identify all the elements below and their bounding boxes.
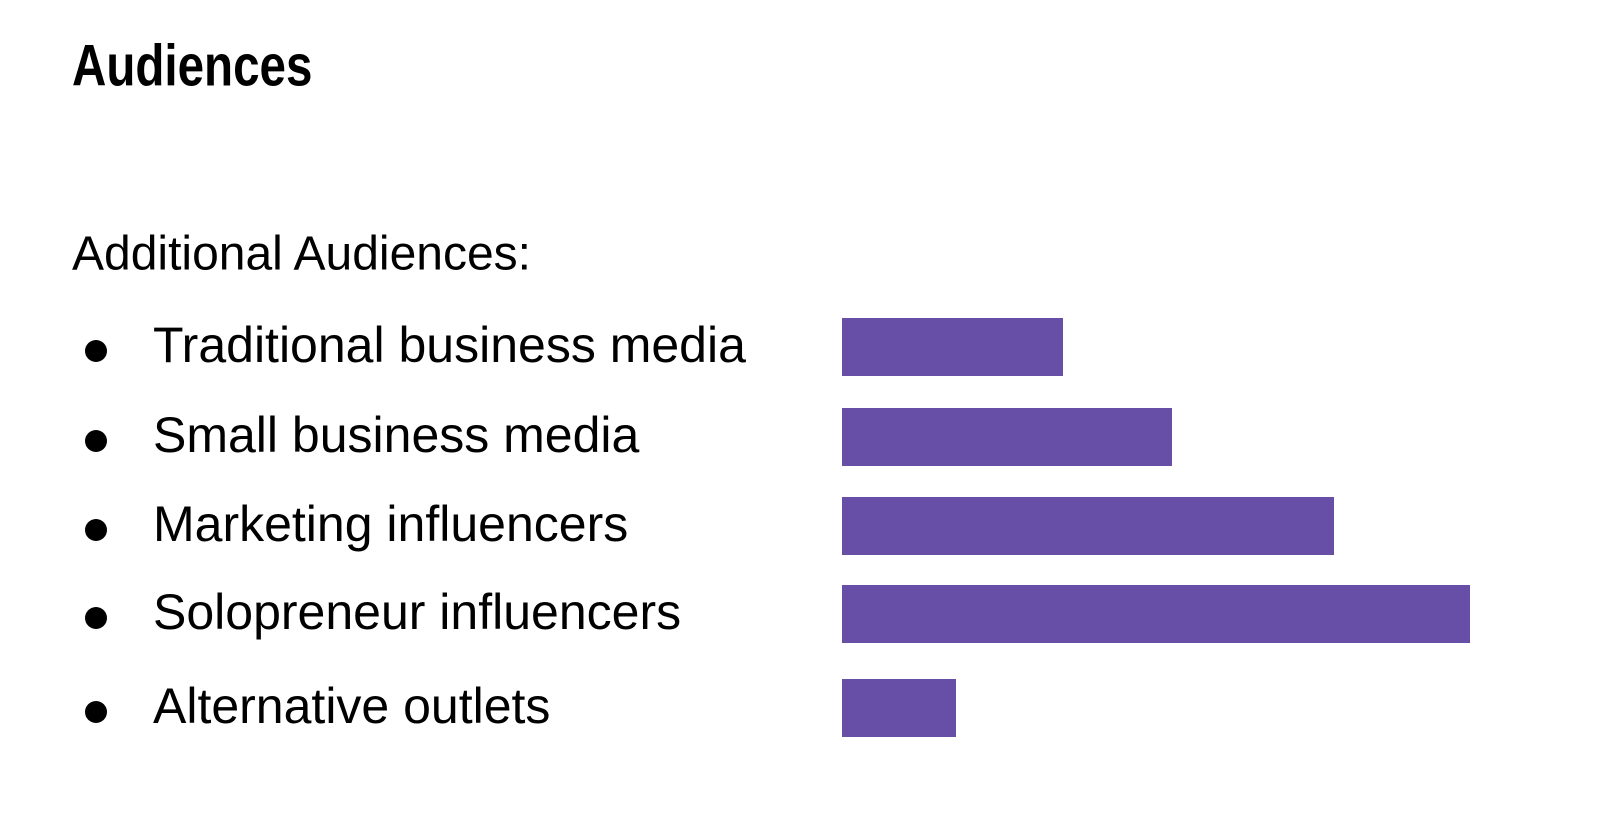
subtitle: Additional Audiences:: [72, 228, 531, 281]
list-item: Alternative outlets: [153, 678, 550, 734]
bar: [842, 318, 1063, 376]
bar: [842, 408, 1172, 466]
bullet: [85, 430, 107, 452]
list-item: Small business media: [153, 407, 640, 463]
list-item: Solopreneur influencers: [153, 584, 681, 640]
bar: [842, 585, 1470, 643]
list-item: Marketing influencers: [153, 496, 628, 552]
bullet: [85, 607, 107, 629]
bar: [842, 497, 1334, 555]
slide-title: Audiences: [72, 34, 312, 99]
list-item: Traditional business media: [153, 317, 746, 373]
bullet: [85, 701, 107, 723]
bullet: [85, 340, 107, 362]
bar: [842, 679, 956, 737]
bullet: [85, 519, 107, 541]
